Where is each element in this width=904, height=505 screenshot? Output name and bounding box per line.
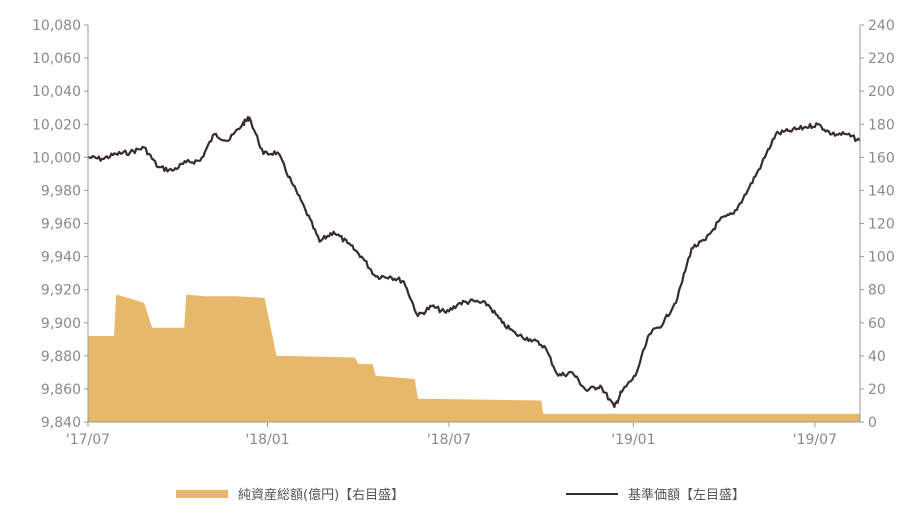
axes-layer: 10,080 10,060 10,040 10,020 10,000 9,980 9,960…	[32, 18, 895, 448]
left-tick-label: 10,040	[32, 84, 81, 100]
x-tick-label: '19/07	[793, 432, 837, 448]
right-tick-label: 200	[868, 84, 895, 100]
left-tick-label: 10,080	[32, 18, 81, 34]
x-tick-label: '19/01	[611, 432, 655, 448]
nav-line	[87, 115, 861, 409]
net-assets-area	[88, 294, 860, 422]
legend-item-nav: 基準価額【左目盛】	[566, 484, 745, 503]
legend-label-nav: 基準価額【左目盛】	[628, 488, 746, 503]
right-tick-label: 180	[868, 117, 895, 133]
left-tick-label: 10,060	[32, 51, 81, 67]
right-tick-label: 40	[868, 349, 886, 365]
left-tick-label: 9,960	[41, 217, 81, 233]
right-tick-label: 100	[868, 250, 895, 266]
legend-swatch-nav	[566, 492, 618, 495]
left-tick-label: 9,940	[41, 250, 81, 266]
right-tick-label: 220	[868, 51, 895, 67]
right-tick-label: 160	[868, 150, 895, 166]
right-tick-label: 60	[868, 316, 886, 332]
right-tick-label: 240	[868, 18, 895, 34]
left-tick-label: 9,880	[41, 349, 81, 365]
left-tick-label: 9,860	[41, 382, 81, 398]
x-tick-label: '18/01	[245, 432, 289, 448]
left-tick-label: 10,020	[32, 117, 81, 133]
left-tick-label: 9,920	[41, 283, 81, 299]
legend-label-net-assets: 純資産総額(億円)【右目盛】	[238, 488, 405, 503]
legend-item-net-assets: 純資産総額(億円)【右目盛】	[176, 484, 404, 503]
x-tick-label: '18/07	[427, 432, 471, 448]
chart: 10,080 10,060 10,040 10,020 10,000 9,980 9,960…	[32, 18, 895, 448]
legend-swatch-net-assets	[176, 489, 228, 498]
right-tick-label: 0	[868, 415, 877, 431]
right-tick-label: 140	[868, 183, 895, 199]
left-tick-label: 9,840	[41, 415, 81, 431]
left-tick-label: 9,900	[41, 316, 81, 332]
right-tick-label: 20	[868, 382, 886, 398]
x-tick-label: '17/07	[66, 432, 110, 448]
nav-line-layer	[87, 115, 861, 409]
left-tick-label: 10,000	[32, 150, 81, 166]
right-tick-label: 80	[868, 283, 886, 299]
net-assets-area-layer	[88, 294, 860, 422]
left-tick-label: 9,980	[41, 183, 81, 199]
right-tick-label: 120	[868, 217, 895, 233]
